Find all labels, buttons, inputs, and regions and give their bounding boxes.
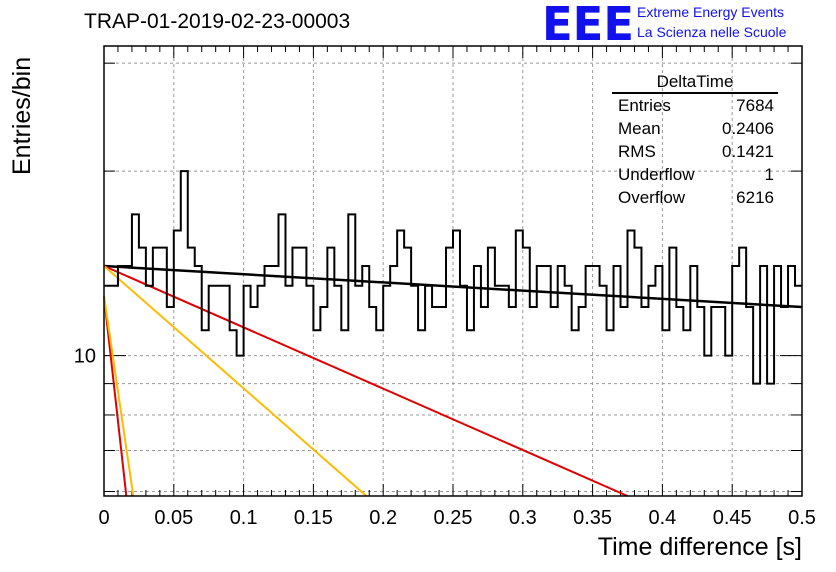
x-tick-label: 0.35 [573, 507, 612, 529]
y-tick-labels: 10 [74, 346, 96, 368]
axes-frame [103, 45, 803, 497]
x-tick-label: 0.5 [788, 507, 816, 529]
stats-value: 7684 [736, 96, 774, 115]
chart-title: TRAP-01-2019-02-23-00003 [84, 10, 351, 33]
x-tick-label: 0.15 [294, 507, 333, 529]
stats-row: RMS 0.1421 [612, 140, 778, 163]
x-tick-label: 0.05 [154, 507, 193, 529]
x-tick-label: 0 [98, 507, 109, 529]
fit-line [103, 265, 368, 497]
stats-row: Entries 7684 [612, 94, 778, 117]
fit-line [103, 296, 135, 497]
histogram-layer [104, 170, 802, 385]
x-tick-labels: 0 0.05 0.1 0.15 0.2 0.25 0.3 0.35 0.4 0.45 0.5 [98, 507, 815, 529]
stats-label: Overflow [618, 188, 686, 207]
eee-logo: EEE [542, 2, 634, 44]
y-tick-label: 10 [74, 346, 96, 368]
stats-value: 1 [764, 165, 774, 184]
x-axis-label: Time difference [s] [597, 533, 802, 561]
x-tick-label: 0.4 [648, 507, 676, 529]
y-axis-label: Entries/bin [8, 56, 36, 175]
logo-line-1: Extreme Energy Events [637, 4, 785, 20]
stats-title: DeltaTime [612, 72, 778, 94]
stats-label: Mean [618, 119, 661, 138]
eee-logo-letters: EEE [542, 2, 634, 44]
stats-label: Underflow [618, 165, 695, 184]
stats-label: Entries [618, 96, 671, 115]
x-tick-label: 0.3 [509, 507, 537, 529]
stats-value: 0.2406 [722, 119, 774, 138]
fit-line [103, 296, 128, 497]
series-layer [103, 264, 803, 497]
stats-row: Mean 0.2406 [612, 117, 778, 140]
stats-row: Overflow 6216 [612, 186, 778, 209]
x-tick-label: 0.25 [434, 507, 473, 529]
logo-line-2: La Scienza nelle Scuole [637, 24, 787, 40]
x-tick-label: 0.1 [230, 507, 258, 529]
stats-label: RMS [618, 142, 656, 161]
stats-value: 6216 [736, 188, 774, 207]
histogram-outline [104, 170, 802, 385]
fit-line [103, 265, 628, 497]
x-tick-label: 0.45 [713, 507, 752, 529]
x-tick-label: 0.2 [369, 507, 397, 529]
stats-box: DeltaTime Entries 7684 Mean 0.2406 RMS 0.1421… [612, 72, 778, 209]
plot-frame [103, 45, 803, 497]
stats-value: 0.1421 [722, 142, 774, 161]
logo-caption: Extreme Energy Events La Scienza nelle S… [637, 2, 786, 42]
fit-line [103, 264, 803, 309]
stats-row: Underflow 1 [612, 163, 778, 186]
